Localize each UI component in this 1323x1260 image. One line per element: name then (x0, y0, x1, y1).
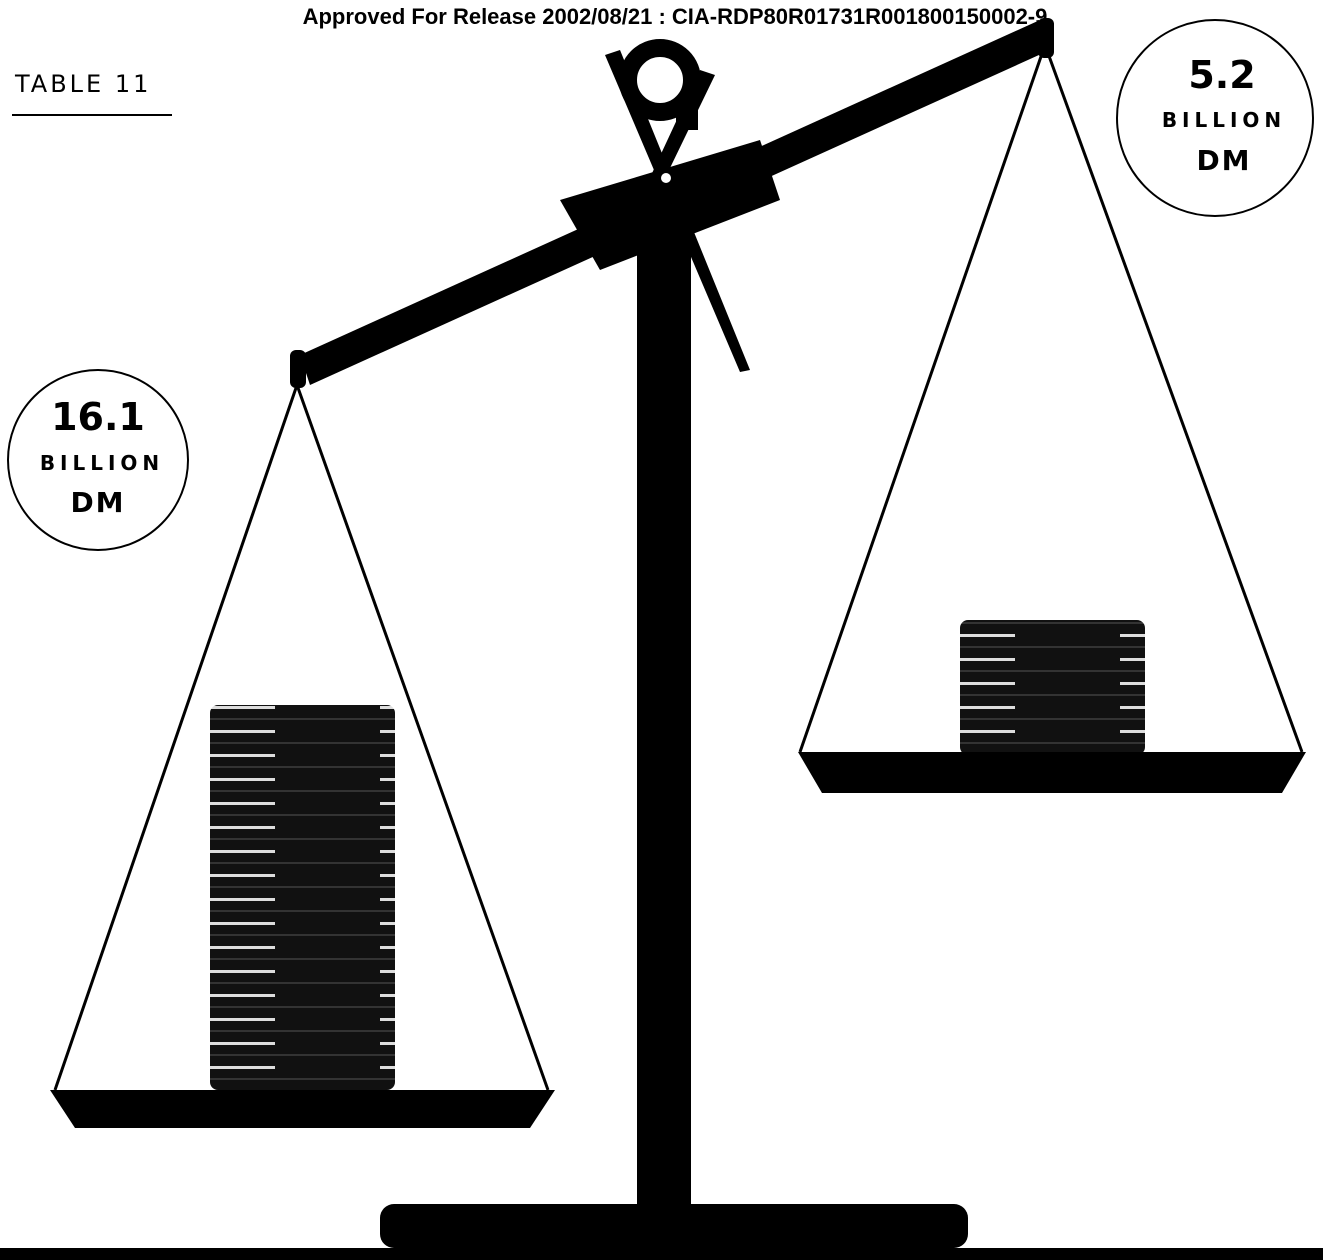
unit: BILLION (1162, 108, 1286, 132)
currency: DM (1196, 144, 1251, 177)
coin-stack (960, 620, 1145, 755)
post (637, 200, 691, 1205)
bottom-bar (0, 1248, 1323, 1260)
amount: 5.2 (1188, 53, 1255, 97)
unit: BILLION (40, 451, 164, 475)
scale-illustration: Approved For Release 2002/08/21 : CIA-RD… (0, 0, 1323, 1260)
page: Approved For Release 2002/08/21 : CIA-RD… (0, 0, 1323, 1260)
hook (290, 350, 306, 388)
pan (798, 752, 1306, 793)
coin-stack (210, 705, 395, 1090)
pivot (661, 173, 671, 183)
pan (50, 1090, 555, 1128)
release-line: Approved For Release 2002/08/21 : CIA-RD… (303, 4, 1048, 29)
base (380, 1204, 968, 1248)
table-label: TABLE 11 (14, 70, 151, 98)
amount: 16.1 (51, 395, 145, 439)
currency: DM (70, 486, 125, 519)
